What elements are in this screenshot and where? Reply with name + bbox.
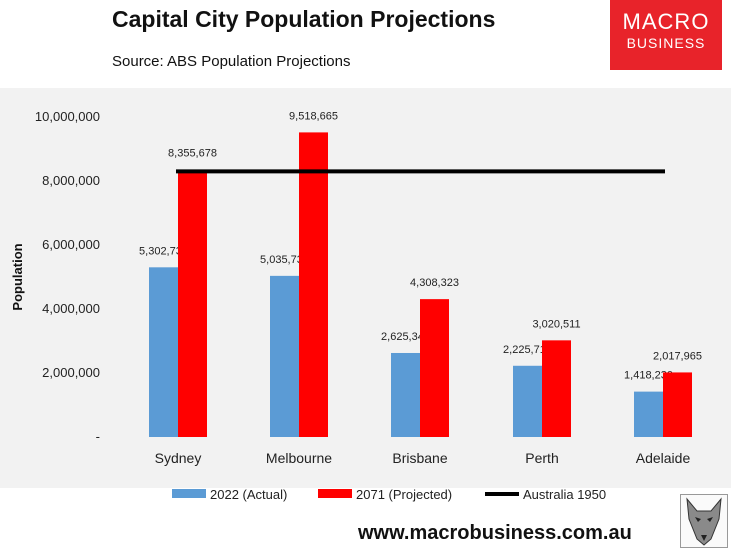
logo-line-2: BUSINESS <box>626 35 706 51</box>
x-tick-label: Perth <box>525 450 558 466</box>
legend-label: Australia 1950 <box>523 487 606 502</box>
data-label: 5,302,736 <box>139 245 188 257</box>
footer-url: www.macrobusiness.com.au <box>358 522 632 544</box>
y-tick-label: 8,000,000 <box>42 173 100 188</box>
data-label: 3,020,511 <box>532 318 580 330</box>
legend-label: 2022 (Actual) <box>210 487 287 502</box>
wolf-mascot-icon <box>680 494 728 548</box>
y-axis-label: Population <box>10 243 25 310</box>
bar-actual <box>513 365 542 437</box>
chart-title: Capital City Population Projections <box>112 6 496 32</box>
macrobusiness-logo: MACRO BUSINESS <box>610 0 722 70</box>
chart-subtitle: Source: ABS Population Projections <box>112 53 351 70</box>
bar-actual <box>634 391 663 437</box>
x-tick-label: Brisbane <box>392 450 447 466</box>
y-tick-label: 4,000,000 <box>42 301 100 316</box>
legend-label: 2071 (Projected) <box>356 487 452 502</box>
x-tick-label: Melbourne <box>266 450 332 466</box>
x-tick-label: Sydney <box>155 450 202 466</box>
data-label: 4,308,323 <box>410 277 459 289</box>
legend-swatch <box>318 489 352 498</box>
data-label: 9,518,665 <box>289 110 338 122</box>
data-label: 2,625,341 <box>381 331 430 343</box>
bar-projected <box>178 169 207 438</box>
y-tick-label: 6,000,000 <box>42 237 100 252</box>
x-tick-label: Adelaide <box>636 450 691 466</box>
bar-actual <box>270 275 299 437</box>
bar-projected <box>542 340 571 437</box>
chart-area-background <box>0 88 731 488</box>
data-label: 2,225,710 <box>503 344 552 356</box>
bar-projected <box>299 132 328 438</box>
logo-line-1: MACRO <box>622 9 710 34</box>
data-label: 2,017,965 <box>653 350 702 362</box>
data-label: 1,418,230 <box>624 370 673 382</box>
y-tick-label: - <box>96 429 100 444</box>
y-tick-label: 2,000,000 <box>42 365 100 380</box>
bar-actual <box>149 267 178 437</box>
bar-projected <box>663 372 692 437</box>
legend-swatch <box>172 489 206 498</box>
data-label: 5,035,738 <box>260 254 309 266</box>
bar-projected <box>420 299 449 437</box>
bar-actual <box>391 352 420 437</box>
y-tick-label: 10,000,000 <box>35 109 100 124</box>
data-label: 8,355,678 <box>168 148 217 160</box>
